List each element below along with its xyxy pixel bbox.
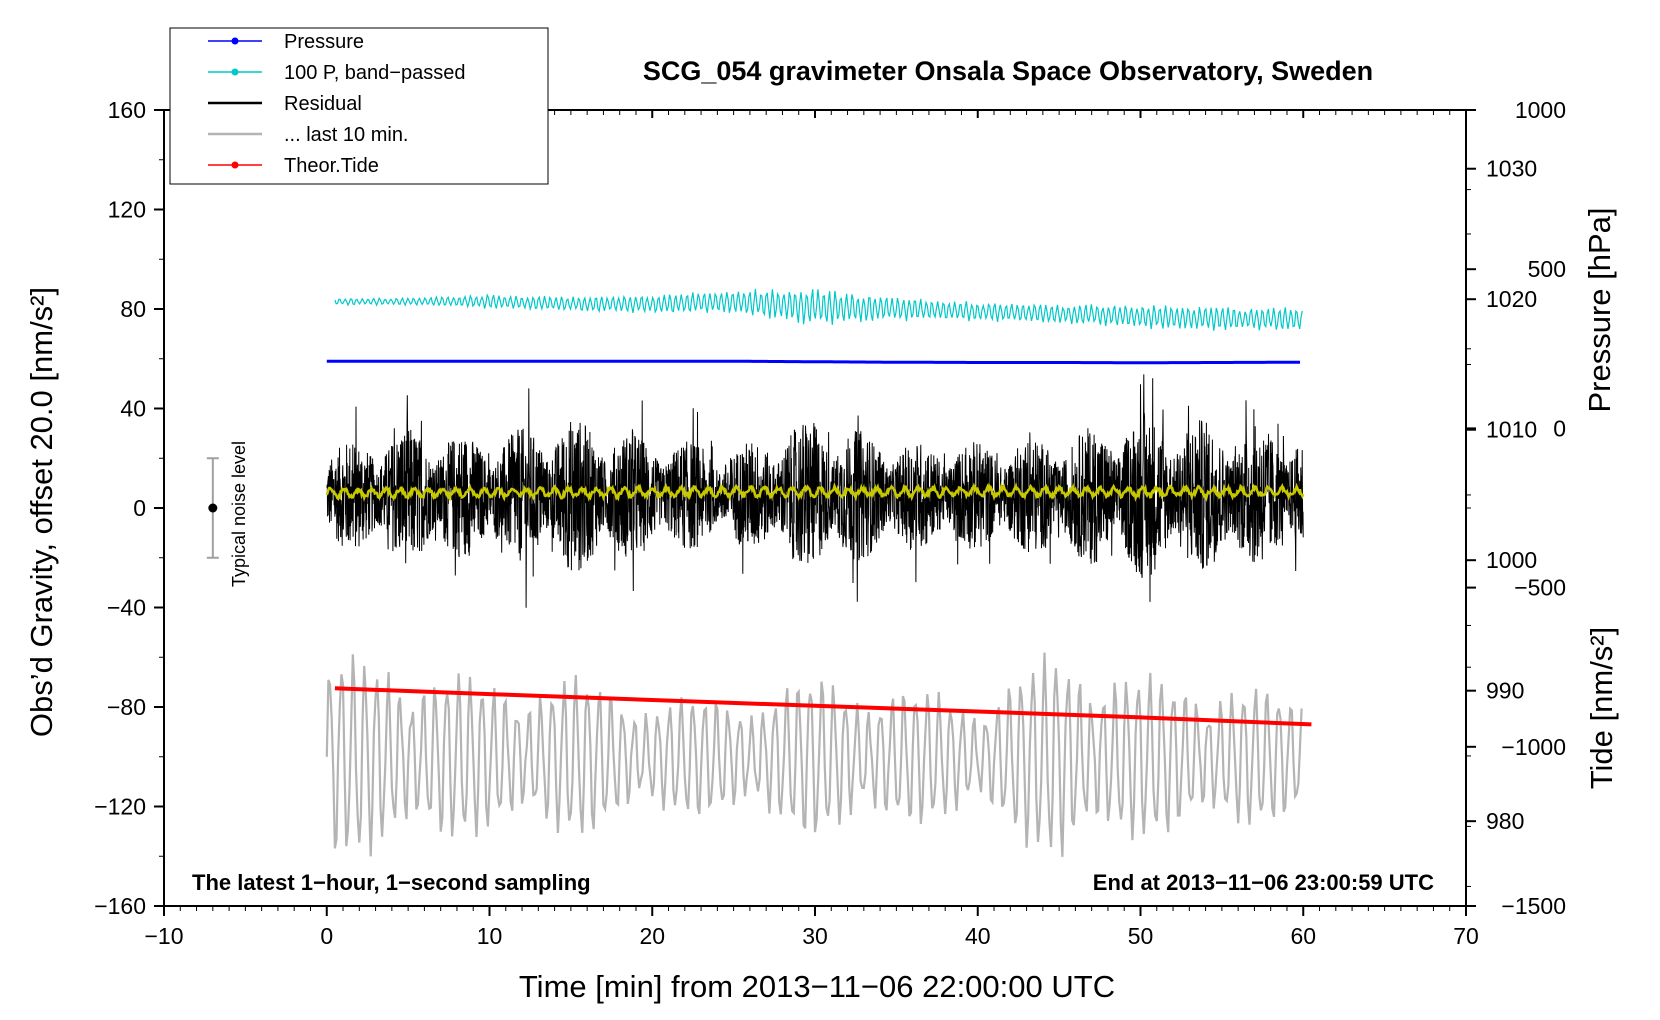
y-tick-label: 160 (108, 97, 146, 123)
series-layer (325, 288, 1312, 857)
series-band-passed-pressure (334, 288, 1303, 331)
noise-level-indicator (206, 457, 219, 559)
y-tick-label: 80 (120, 296, 146, 322)
legend-label: 100 P, band−passed (284, 62, 465, 84)
tide-tick-label: 0 (1553, 415, 1566, 441)
x-tick-label: 70 (1453, 923, 1479, 949)
pressure-tick-label: 1030 (1486, 156, 1537, 182)
x-tick-label: 60 (1290, 923, 1316, 949)
x-axis-title: Time [min] from 2013−11−06 22:00:00 UTC (519, 969, 1115, 1004)
tide-tick-label: −1000 (1501, 734, 1566, 760)
pressure-tick-label: 980 (1486, 808, 1524, 834)
noise-bar-center (208, 503, 218, 513)
pressure-tick-label: 1000 (1486, 547, 1537, 573)
pressure-tick-label: 1020 (1486, 286, 1537, 312)
tide-tick-label: −500 (1514, 575, 1566, 601)
legend-marker (231, 37, 239, 45)
x-tick-label: 10 (477, 923, 503, 949)
series-residual (326, 374, 1304, 608)
chart-title: SCG_054 gravimeter Onsala Space Observat… (643, 56, 1373, 86)
x-tick-label: 0 (320, 923, 333, 949)
y-tick-label: 40 (120, 396, 146, 422)
y-tick-label: −160 (94, 893, 146, 919)
series-theoretical-tide (334, 686, 1312, 727)
y-tick-label: 0 (133, 495, 146, 521)
pressure-tick-label: 990 (1486, 678, 1524, 704)
noise-level-label: Typical noise level (229, 441, 249, 587)
legend-marker (231, 161, 239, 169)
y-tick-label: 120 (108, 197, 146, 223)
pressure-axis-title: Pressure [hPa] (1582, 207, 1617, 412)
axes-layer: −10 0 10 20 30 40 50 60 7016012080400−40−80−120−… (94, 97, 1566, 949)
legend-box (169, 27, 549, 185)
y-tick-label: −80 (107, 694, 146, 720)
series-last-10-min (325, 652, 1303, 857)
legend-marker (231, 68, 239, 76)
y-tick-label: −40 (107, 595, 146, 621)
legend-label: ... last 10 min. (284, 124, 409, 146)
tide-tick-label: 500 (1528, 256, 1566, 282)
x-tick-label: 20 (639, 923, 665, 949)
x-tick-label: 40 (965, 923, 991, 949)
tide-tick-label: 1000 (1515, 97, 1566, 123)
y-tick-label: −120 (94, 794, 146, 820)
pressure-tick-label: 1010 (1486, 417, 1537, 443)
series-pressure (326, 359, 1301, 365)
y-axis-title: Obs’d Gravity, offset 20.0 [nm/s²] (24, 287, 59, 737)
x-tick-label: −10 (144, 923, 183, 949)
x-tick-label: 50 (1128, 923, 1154, 949)
x-tick-label: 30 (802, 923, 828, 949)
tide-tick-label: −1500 (1501, 893, 1566, 919)
legend-label: Theor.Tide (284, 155, 379, 177)
tide-axis-title: Tide [nm/s²] (1584, 627, 1619, 790)
legend-label: Pressure (284, 31, 364, 53)
legend-label: Residual (284, 93, 362, 115)
series-residual-smoothed (325, 481, 1305, 503)
legend: Pressure 100 P, band−passed Residual ... la… (169, 27, 549, 185)
end-time-annotation: End at 2013−11−06 23:00:59 UTC (1093, 870, 1434, 895)
sampling-annotation: The latest 1−hour, 1−second sampling (192, 870, 591, 895)
